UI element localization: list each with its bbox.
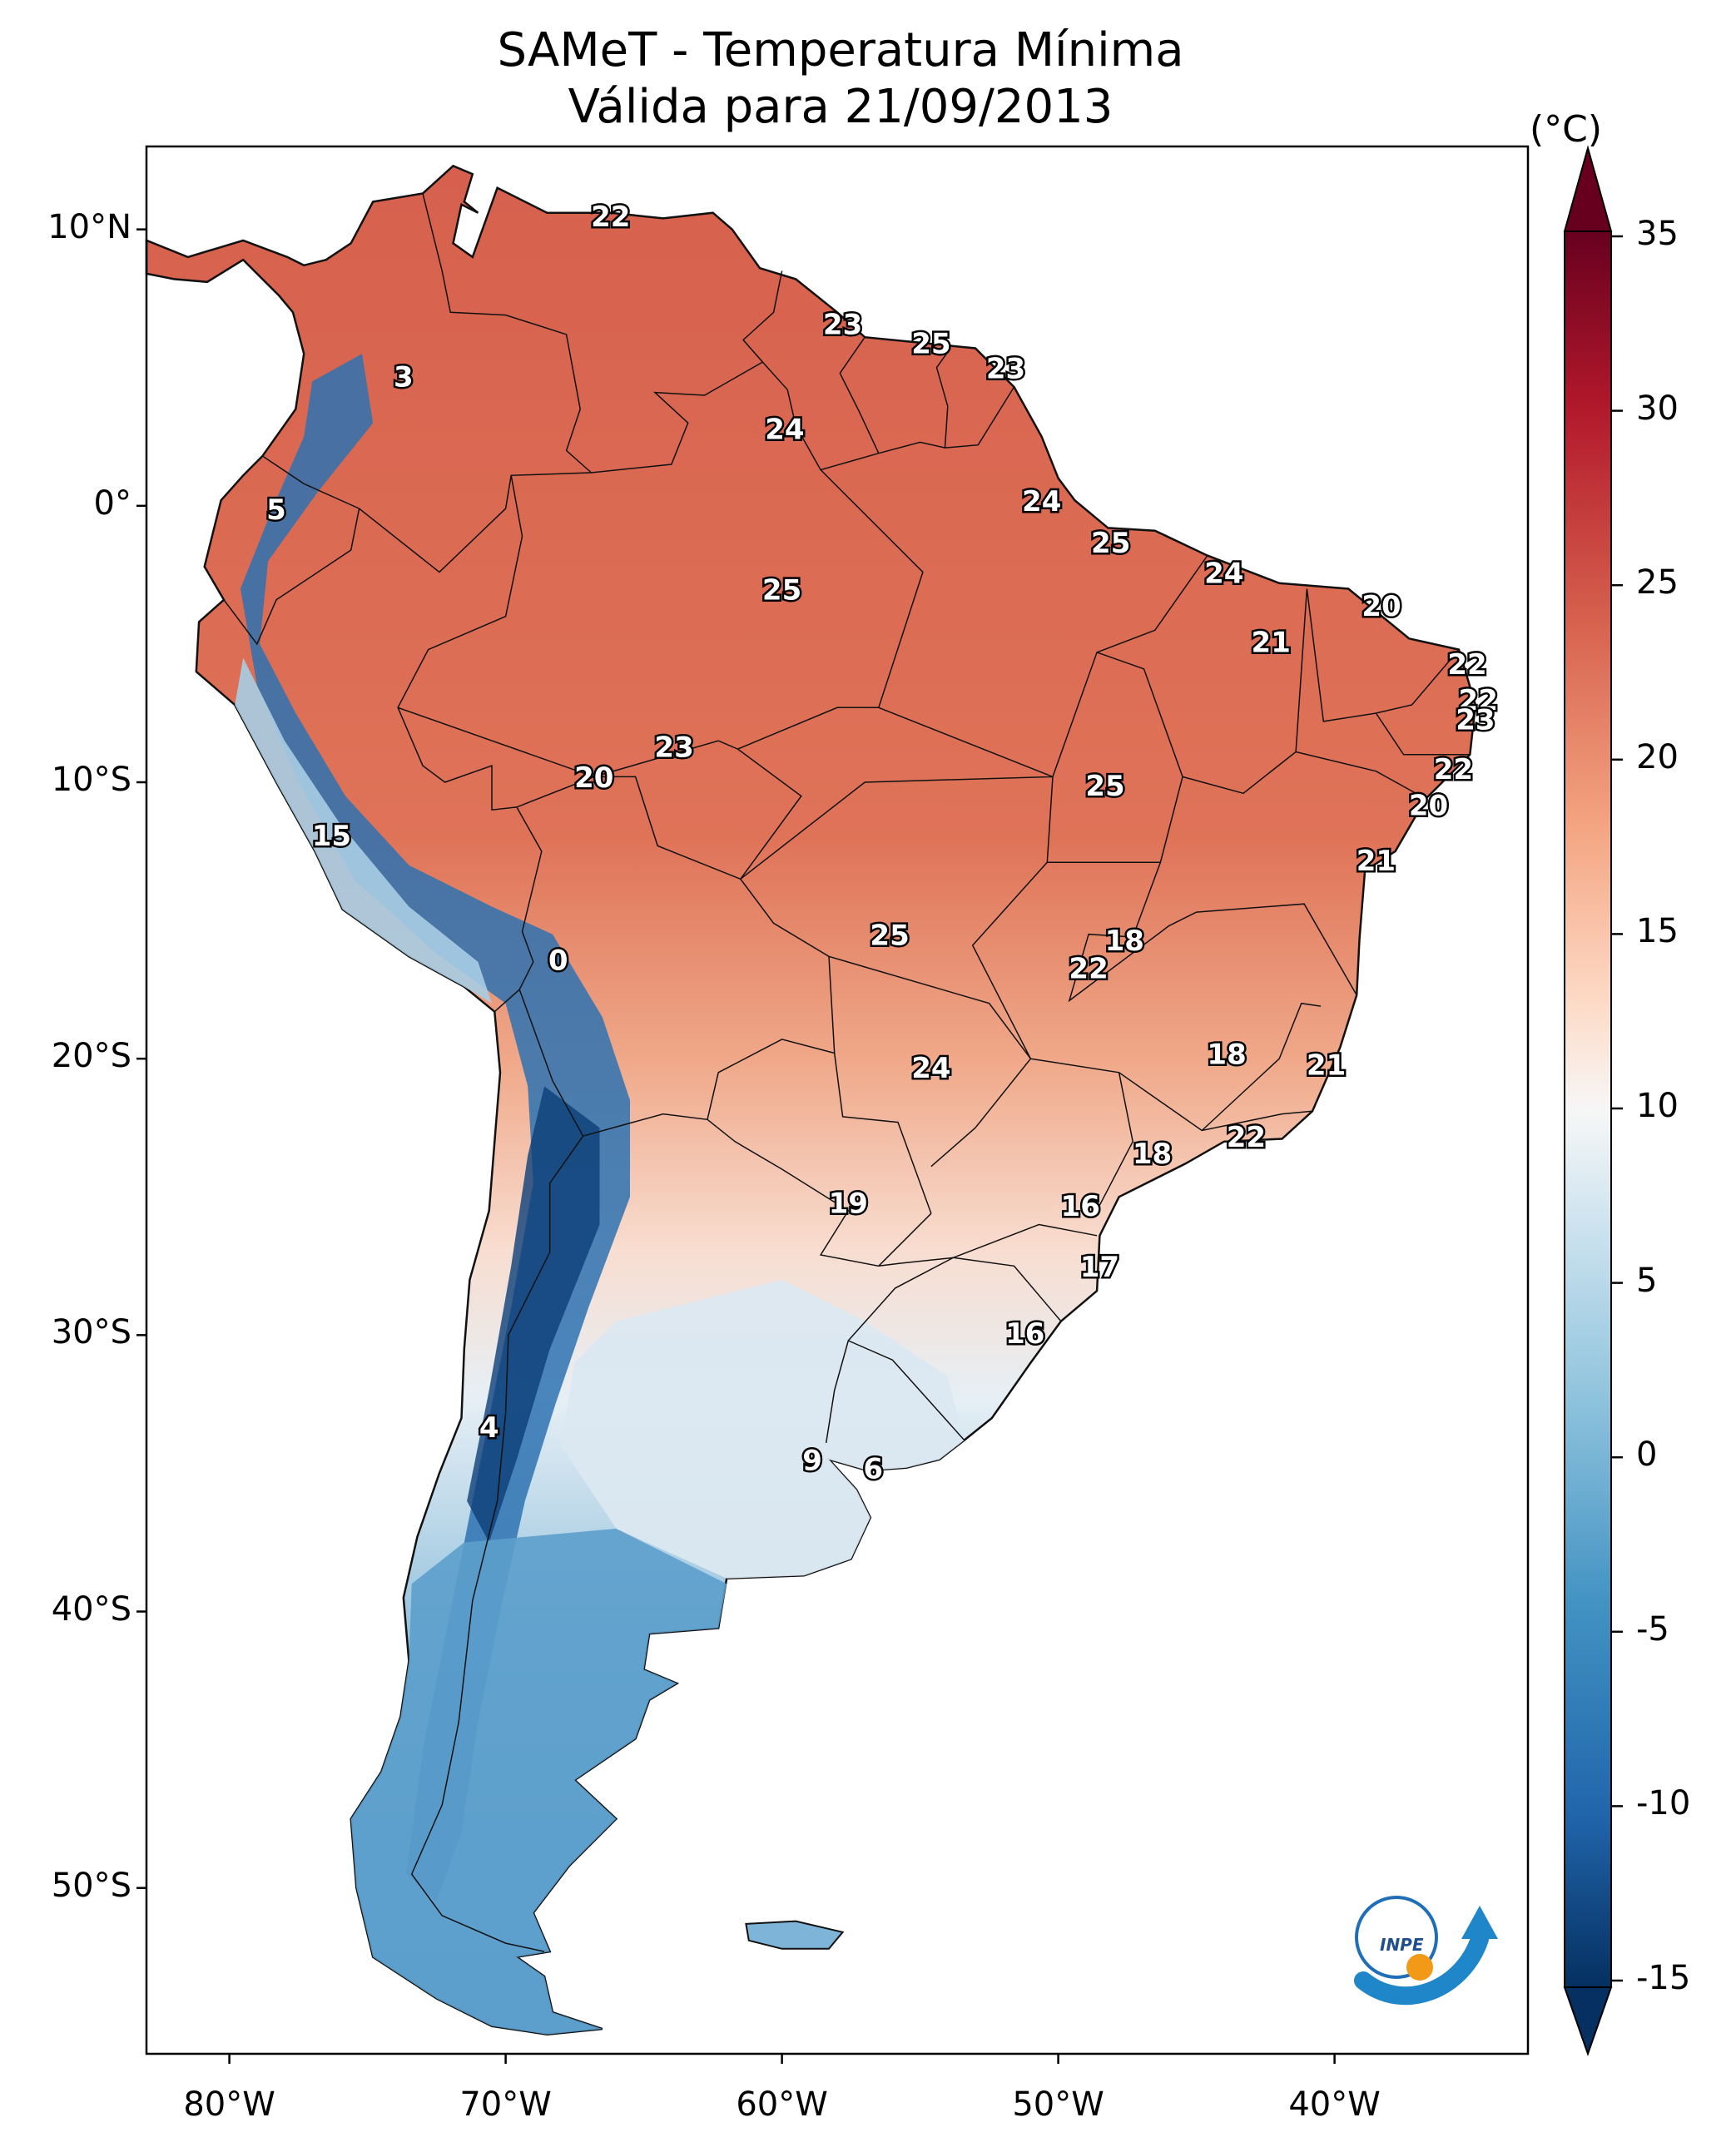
temperature-label: 17 [1080,1251,1119,1284]
colorbar-unit: (°C) [1530,108,1603,151]
country-borders [223,193,1471,1952]
temperature-label: 18 [1133,1138,1172,1171]
colorbar-tick-label: -15 [1636,1959,1691,1997]
colorbar-tick-label: 35 [1636,215,1679,253]
temperature-label: 24 [1204,557,1243,590]
temperature-label: 23 [823,308,862,341]
temperature-label: 21 [1357,845,1396,878]
colorbar-tick-label: 15 [1636,912,1679,951]
lon-tick-label: 70°W [459,2085,552,2124]
lat-tick-label: 30°S [51,1313,131,1352]
peru-cool-coast [235,657,492,1004]
colorbar-tick-label: 30 [1636,389,1679,428]
colorbar-tick-label: 5 [1636,1261,1658,1300]
colorbar-bar [1564,231,1612,1988]
temperature-label: 24 [911,1052,950,1085]
temperature-label: 15 [312,820,351,853]
temperature-label: 4 [479,1411,499,1445]
temperature-label: 20 [1409,789,1448,822]
temperature-label: 25 [1085,770,1124,803]
colorbar [1563,145,1623,2057]
temperature-label: 24 [1022,485,1061,518]
colorbar-tick-label: 0 [1636,1435,1658,1475]
temperature-label: 23 [1456,703,1495,736]
map-subtitle: Válida para 21/09/2013 [568,80,1114,134]
pampas-cool-zone [561,1279,965,1579]
lon-tick-label: 40°W [1288,2085,1381,2124]
colorbar-tick-label: 10 [1636,1087,1679,1125]
colorbar-top-extend-arrow [1563,145,1613,232]
andes-coldest-zone [467,1086,600,1543]
temperature-label: 25 [870,920,909,953]
temperature-label: 18 [1207,1038,1246,1071]
colorbar-tick-label: 20 [1636,737,1679,776]
colorbar-ticks [1611,235,1623,1982]
temperature-label: 21 [1252,626,1291,659]
lat-tick-label: 10°N [47,207,131,246]
temperature-label: 22 [1069,952,1108,985]
temperature-label: 0 [548,944,568,977]
temperature-label: 22 [1434,753,1473,786]
temperature-label: 18 [1105,925,1144,958]
colorbar-tick-label: -5 [1636,1609,1669,1649]
temperature-label: 3 [394,361,414,394]
lon-tick-label: 80°W [183,2085,275,2124]
map-title: SAMeT - Temperatura Mínima [497,23,1184,77]
lat-tick-label: 50°S [51,1866,131,1905]
temperature-label: 25 [1091,527,1130,560]
temperature-label: 23 [654,731,693,765]
temperature-label: 5 [266,493,286,527]
map-border [145,145,1530,2055]
temperature-label: 23 [986,353,1025,386]
colorbar-tick-label: -10 [1636,1784,1691,1823]
temperature-label: 20 [574,761,613,795]
temperature-label: 22 [591,201,630,234]
temperature-label: 19 [829,1188,868,1221]
temperature-label: 9 [802,1445,822,1478]
temperature-label: 22 [1459,684,1498,717]
falkland-islands [745,1920,845,1950]
axis-ticks [136,228,1336,2064]
temperature-label: 25 [911,328,950,361]
lat-tick-label: 40°S [51,1589,131,1629]
lat-tick-label: 20°S [51,1037,131,1076]
continent-landmass [145,164,1477,2035]
temperature-label: 22 [1447,648,1486,682]
patagonia-cold-zone [350,1528,727,2035]
temperature-label: 20 [1362,590,1401,623]
temperature-label: 21 [1307,1049,1346,1083]
lat-tick-label: 10°S [51,761,131,799]
temperature-label: 16 [1005,1317,1044,1351]
svg-text:INPE: INPE [1380,1935,1424,1955]
colorbar-tick-label: 25 [1636,563,1679,602]
lon-tick-label: 50°W [1012,2085,1104,2124]
lon-tick-label: 60°W [736,2085,828,2124]
temperature-label: 25 [762,573,801,607]
temperature-label: 24 [765,414,804,447]
temperature-label: 6 [863,1453,883,1486]
temperature-label: 16 [1061,1190,1100,1223]
temperature-label: 22 [1227,1121,1266,1154]
colorbar-bottom-extend-arrow [1563,1986,1613,2057]
inpe-logo: INPE [1354,1896,1498,2006]
lat-tick-label: 0° [93,483,131,523]
